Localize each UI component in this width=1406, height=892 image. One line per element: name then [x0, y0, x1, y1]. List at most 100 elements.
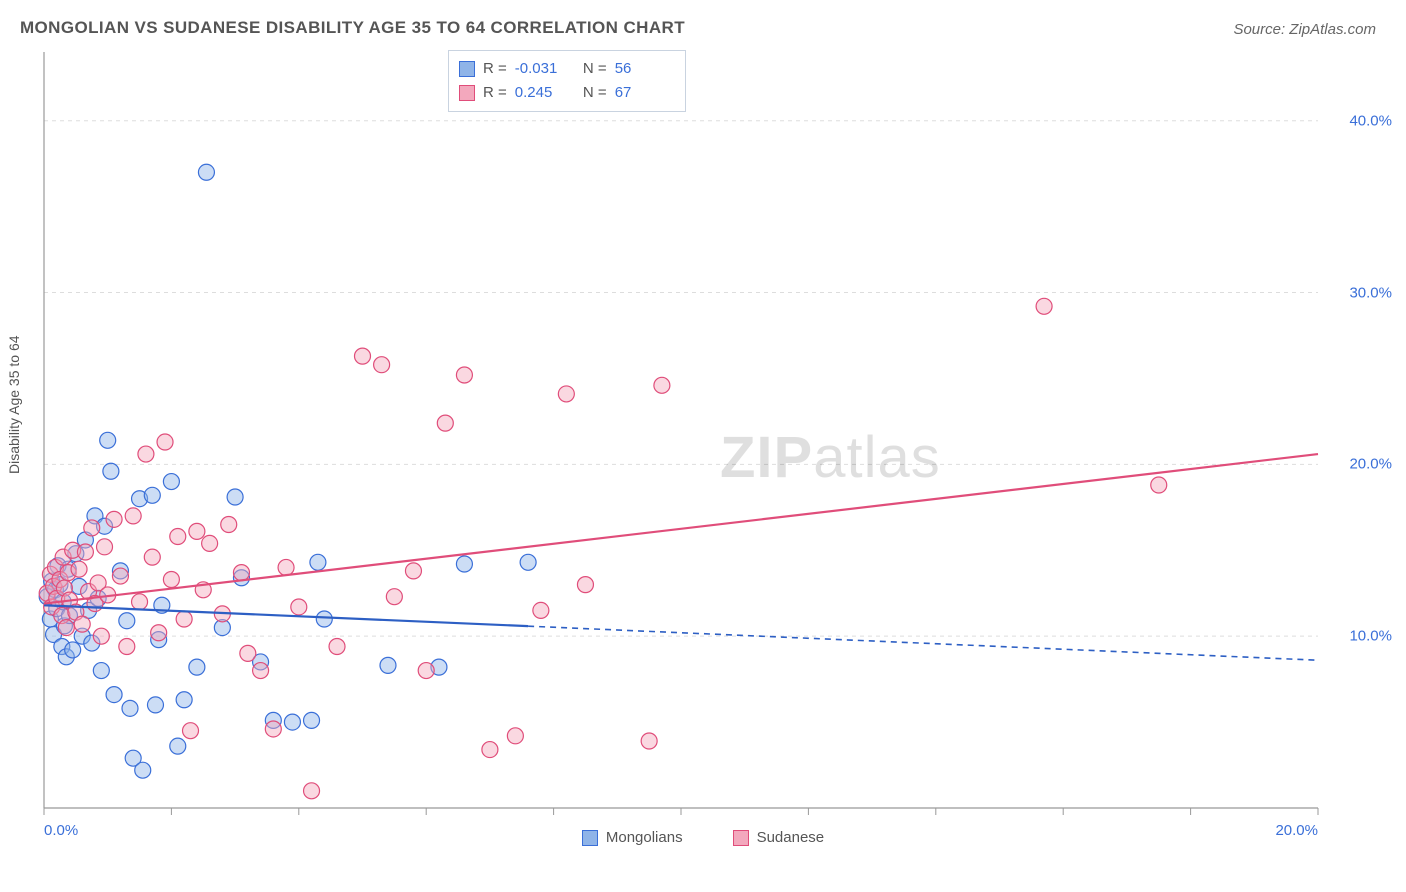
trend-line	[44, 605, 528, 626]
data-point	[135, 762, 151, 778]
data-point	[77, 544, 93, 560]
legend-item: Sudanese	[733, 829, 825, 846]
legend-label: Mongolians	[606, 829, 683, 846]
data-point	[106, 511, 122, 527]
data-point	[198, 164, 214, 180]
data-point	[641, 733, 657, 749]
data-point	[654, 377, 670, 393]
data-point	[520, 554, 536, 570]
stat-row: R = -0.031 N = 56	[459, 57, 671, 81]
y-tick-label: 30.0%	[1349, 284, 1392, 301]
data-point	[456, 367, 472, 383]
data-point	[112, 568, 128, 584]
data-point	[284, 714, 300, 730]
data-point	[144, 549, 160, 565]
y-tick-label: 40.0%	[1349, 112, 1392, 129]
data-point	[291, 599, 307, 615]
data-point	[58, 620, 74, 636]
data-point	[329, 638, 345, 654]
legend-swatch	[459, 85, 475, 101]
data-point	[418, 663, 434, 679]
stat-r-label: R =	[483, 57, 507, 81]
data-point	[202, 535, 218, 551]
chart-header: MONGOLIAN VS SUDANESE DISABILITY AGE 35 …	[0, 0, 1406, 44]
legend-label: Sudanese	[757, 829, 825, 846]
data-point	[533, 602, 549, 618]
data-point	[163, 571, 179, 587]
data-point	[374, 357, 390, 373]
data-point	[183, 723, 199, 739]
data-point	[316, 611, 332, 627]
stat-row: R =0.245 N =67	[459, 81, 671, 105]
data-point	[233, 565, 249, 581]
data-point	[380, 657, 396, 673]
data-point	[240, 645, 256, 661]
y-axis-label: Disability Age 35 to 64	[6, 335, 22, 474]
stat-r-value: -0.031	[515, 57, 571, 81]
data-point	[125, 508, 141, 524]
data-point	[176, 692, 192, 708]
data-point	[507, 728, 523, 744]
legend-swatch	[459, 61, 475, 77]
legend-bottom: Mongolians Sudanese	[0, 829, 1406, 846]
source-label: Source: ZipAtlas.com	[1233, 21, 1376, 38]
data-point	[278, 559, 294, 575]
data-point	[157, 434, 173, 450]
data-point	[1151, 477, 1167, 493]
scatter-svg	[0, 44, 1406, 864]
x-tick-label: 0.0%	[44, 822, 78, 839]
data-point	[437, 415, 453, 431]
legend-swatch	[733, 830, 749, 846]
stat-n-value: 67	[615, 81, 671, 105]
data-point	[386, 589, 402, 605]
plot-area: ZIPatlas Disability Age 35 to 64 R =-0.0…	[0, 44, 1406, 864]
stat-r-value: 0.245	[515, 81, 571, 105]
data-point	[577, 577, 593, 593]
data-point	[138, 446, 154, 462]
data-point	[163, 474, 179, 490]
stat-n-label: N =	[579, 57, 607, 81]
data-point	[176, 611, 192, 627]
data-point	[106, 687, 122, 703]
data-point	[482, 742, 498, 758]
chart-title: MONGOLIAN VS SUDANESE DISABILITY AGE 35 …	[20, 18, 685, 38]
data-point	[310, 554, 326, 570]
data-point	[84, 520, 100, 536]
data-point	[227, 489, 243, 505]
data-point	[93, 628, 109, 644]
data-point	[71, 561, 87, 577]
data-point	[170, 529, 186, 545]
y-tick-label: 20.0%	[1349, 456, 1392, 473]
data-point	[355, 348, 371, 364]
data-point	[103, 463, 119, 479]
data-point	[189, 659, 205, 675]
data-point	[132, 594, 148, 610]
data-point	[119, 613, 135, 629]
correlation-stats-box: R = -0.031 N = 56R = 0.245 N = 67	[448, 50, 686, 112]
data-point	[558, 386, 574, 402]
stat-r-label: R =	[483, 81, 507, 105]
data-point	[74, 616, 90, 632]
y-tick-label: 10.0%	[1349, 628, 1392, 645]
data-point	[304, 712, 320, 728]
data-point	[100, 432, 116, 448]
data-point	[119, 638, 135, 654]
data-point	[144, 487, 160, 503]
data-point	[456, 556, 472, 572]
data-point	[1036, 298, 1052, 314]
data-point	[304, 783, 320, 799]
legend-item: Mongolians	[582, 829, 683, 846]
data-point	[189, 523, 205, 539]
data-point	[93, 663, 109, 679]
data-point	[151, 625, 167, 641]
data-point	[253, 663, 269, 679]
data-point	[170, 738, 186, 754]
data-point	[122, 700, 138, 716]
stat-n-value: 56	[615, 57, 671, 81]
data-point	[405, 563, 421, 579]
legend-swatch	[582, 830, 598, 846]
data-point	[265, 721, 281, 737]
data-point	[147, 697, 163, 713]
data-point	[97, 539, 113, 555]
data-point	[221, 517, 237, 533]
